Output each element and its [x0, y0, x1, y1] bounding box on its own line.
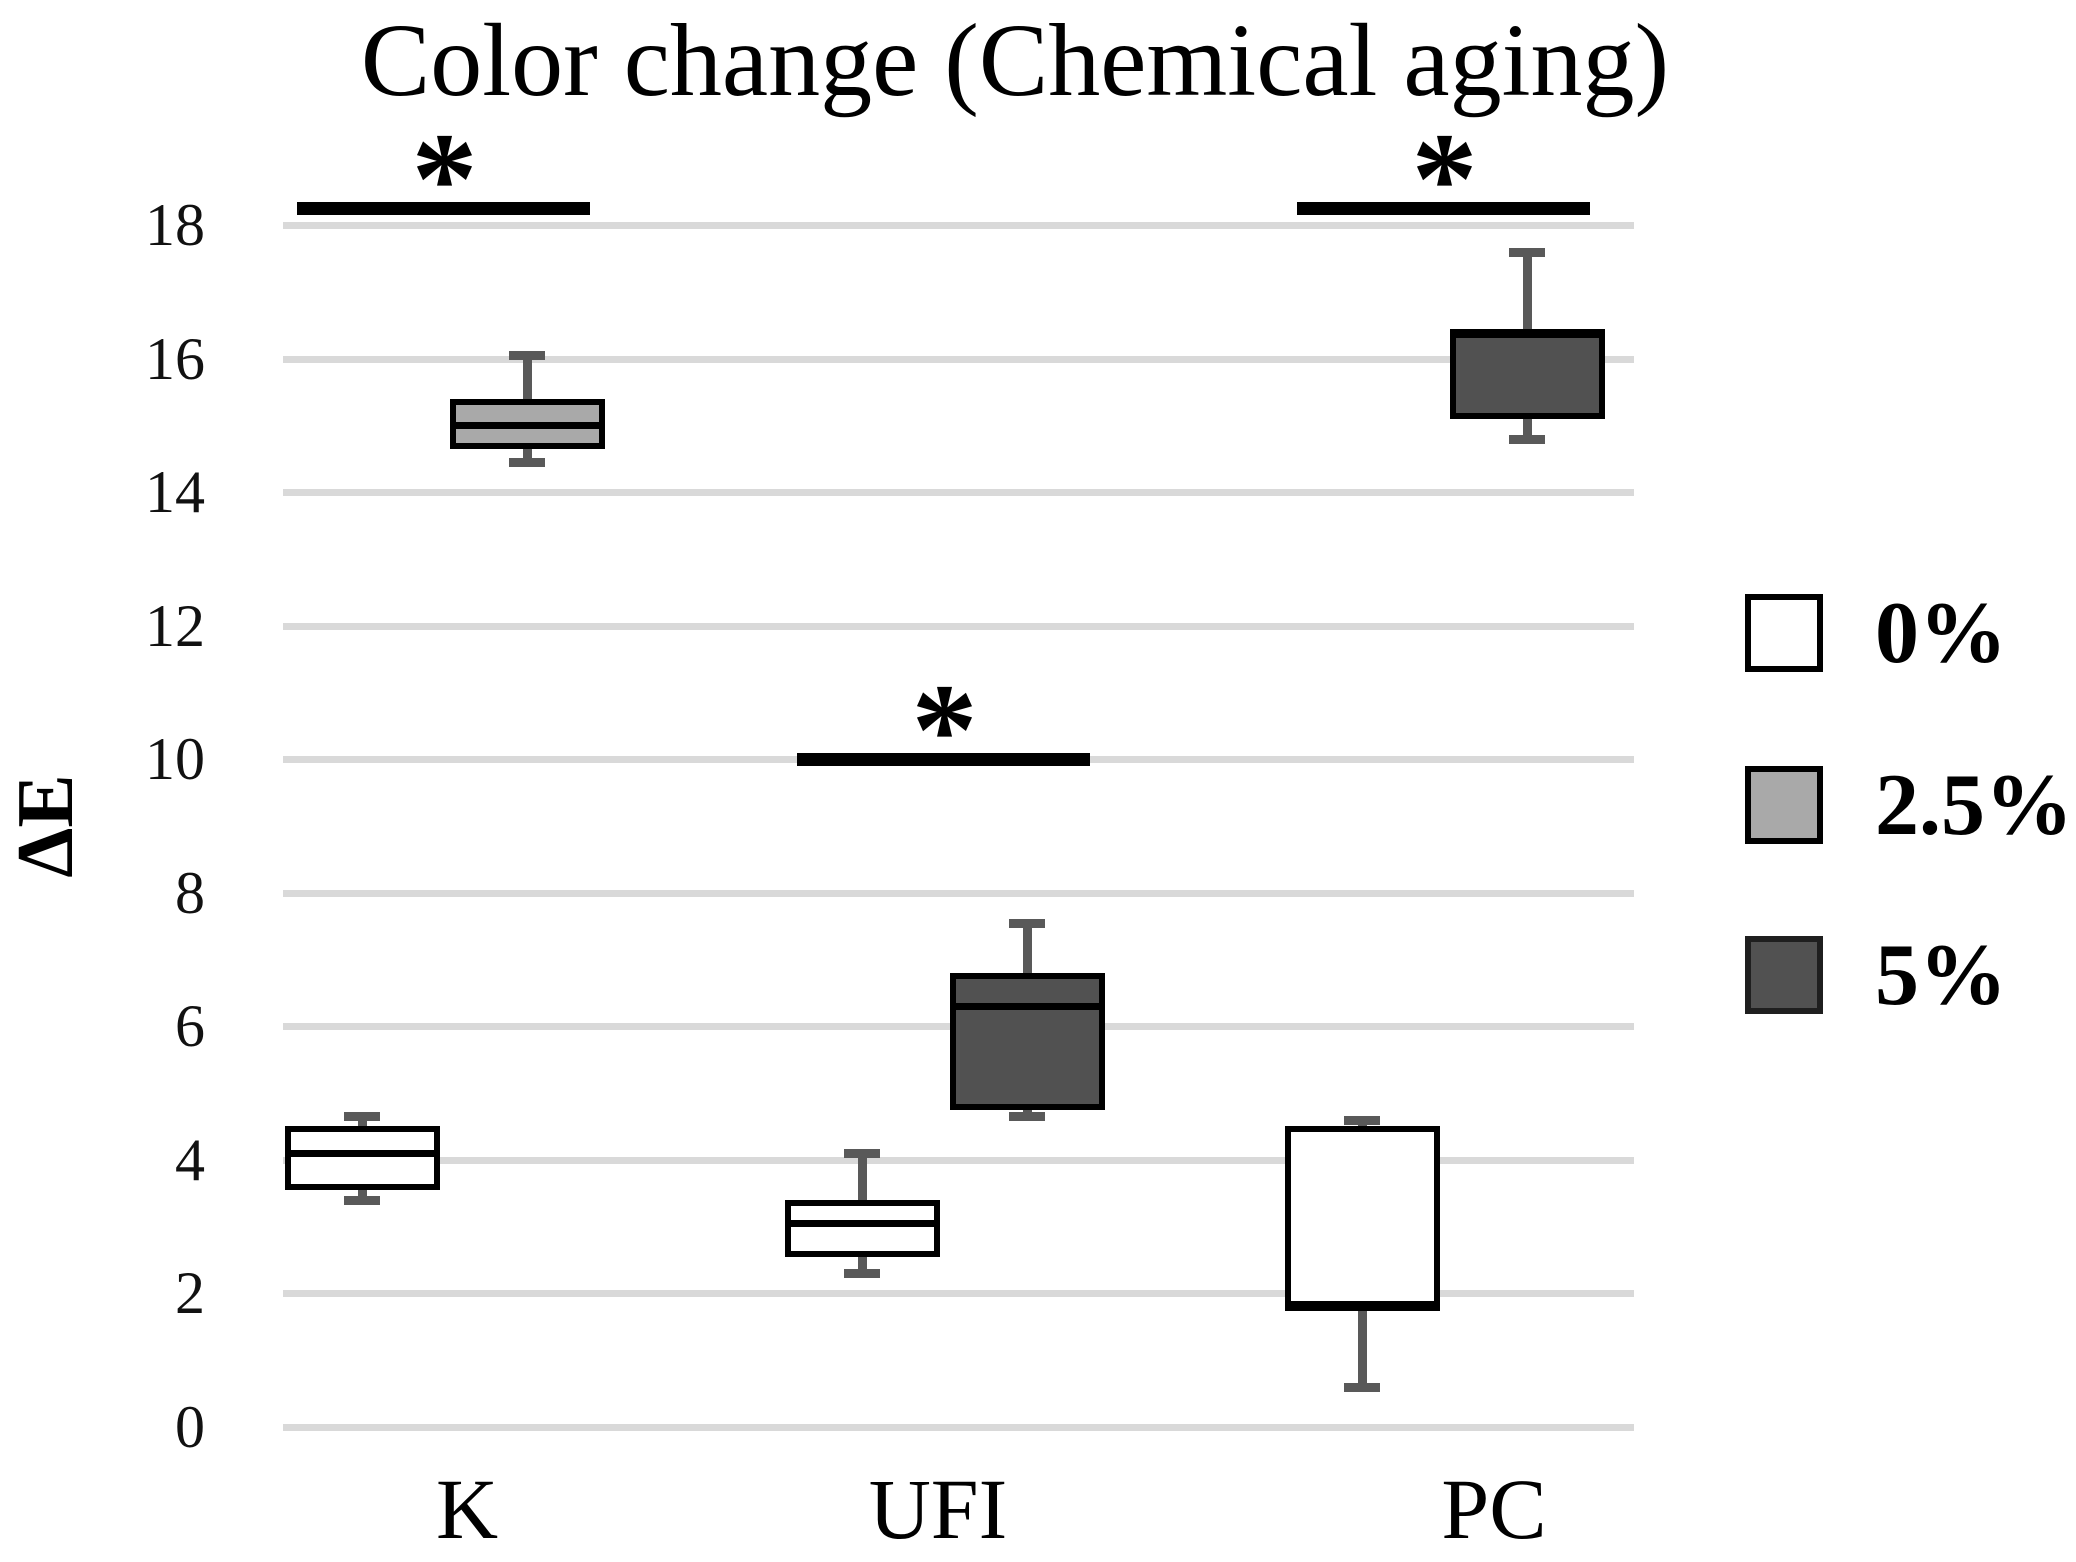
- gridline-y0: [283, 1424, 1634, 1431]
- whisker-cap-max: [844, 1149, 880, 1158]
- whisker-cap-min: [1009, 1112, 1045, 1121]
- x-category-label-ufi: UFI: [868, 1461, 1008, 1557]
- y-tick-label: 6: [175, 993, 205, 1059]
- significance-asterisk-PC: *: [1411, 105, 1478, 252]
- whisker-cap-min: [1509, 435, 1545, 444]
- x-category-label-pc: PC: [1441, 1461, 1547, 1557]
- gridline-y14: [283, 489, 1634, 496]
- significance-asterisk-K: *: [411, 105, 478, 252]
- median-line: [1450, 329, 1605, 336]
- significance-asterisk-UFI: *: [911, 656, 978, 803]
- significance-bar-PC: [1297, 202, 1590, 215]
- box-UFI-0%: [785, 1200, 940, 1257]
- whisker-upper: [1023, 923, 1032, 973]
- gridline-y8: [283, 890, 1634, 897]
- y-tick-label: 12: [145, 593, 205, 659]
- significance-bar-K: [297, 202, 590, 215]
- whisker-upper: [523, 355, 532, 399]
- whisker-lower: [1358, 1307, 1367, 1387]
- legend-row-2.5: 2.5%: [1745, 757, 2075, 854]
- gridline-y12: [283, 623, 1634, 630]
- whisker-upper: [1523, 252, 1532, 332]
- y-tick-label: 4: [175, 1127, 205, 1193]
- median-line: [285, 1150, 440, 1157]
- whisker-cap-min: [844, 1269, 880, 1278]
- significance-bar-UFI: [797, 753, 1090, 766]
- gridline-y18: [283, 222, 1634, 229]
- box-PC-5%: [1450, 332, 1605, 419]
- whisker-cap-max: [1344, 1116, 1380, 1125]
- x-category-label-k: K: [435, 1461, 499, 1557]
- whisker-cap-min: [509, 458, 545, 467]
- whisker-cap-max: [1509, 248, 1545, 257]
- box-UFI-5%: [950, 973, 1105, 1110]
- box-K-0%: [285, 1126, 440, 1190]
- median-line: [950, 1003, 1105, 1010]
- whisker-lower: [858, 1257, 867, 1273]
- y-tick-label: 16: [145, 326, 205, 392]
- legend-swatch-5: [1745, 936, 1823, 1014]
- median-line: [1285, 1304, 1440, 1311]
- whisker-lower: [1523, 419, 1532, 439]
- gridline-y4: [283, 1157, 1634, 1164]
- median-line: [785, 1220, 940, 1227]
- whisker-upper: [358, 1116, 367, 1126]
- whisker-cap-max: [509, 351, 545, 360]
- legend-label: 2.5%: [1875, 756, 2073, 854]
- whisker-cap-min: [344, 1196, 380, 1205]
- legend-label: 0%: [1875, 584, 2007, 682]
- y-tick-label: 0: [175, 1394, 205, 1460]
- y-tick-label: 18: [145, 192, 205, 258]
- median-line: [450, 422, 605, 429]
- whisker-lower: [523, 449, 532, 462]
- y-tick-label: 14: [145, 459, 205, 525]
- legend-label: 5%: [1875, 926, 2007, 1024]
- y-tick-label: 2: [175, 1260, 205, 1326]
- whisker-lower: [358, 1190, 367, 1200]
- whisker-cap-max: [1009, 919, 1045, 928]
- whisker-upper: [858, 1153, 867, 1200]
- chart-title: Color change (Chemical aging): [360, 3, 1670, 118]
- legend-row-5: 5%: [1745, 927, 2075, 1024]
- legend-swatch-2.5: [1745, 766, 1823, 844]
- whisker-cap-min: [1344, 1383, 1380, 1392]
- gridline-y16: [283, 356, 1634, 363]
- legend-swatch-0: [1745, 594, 1823, 672]
- legend-row-0: 0%: [1745, 585, 2075, 682]
- y-tick-label: 10: [145, 726, 205, 792]
- y-tick-label: 8: [175, 860, 205, 926]
- gridline-y2: [283, 1290, 1634, 1297]
- whisker-cap-max: [344, 1112, 380, 1121]
